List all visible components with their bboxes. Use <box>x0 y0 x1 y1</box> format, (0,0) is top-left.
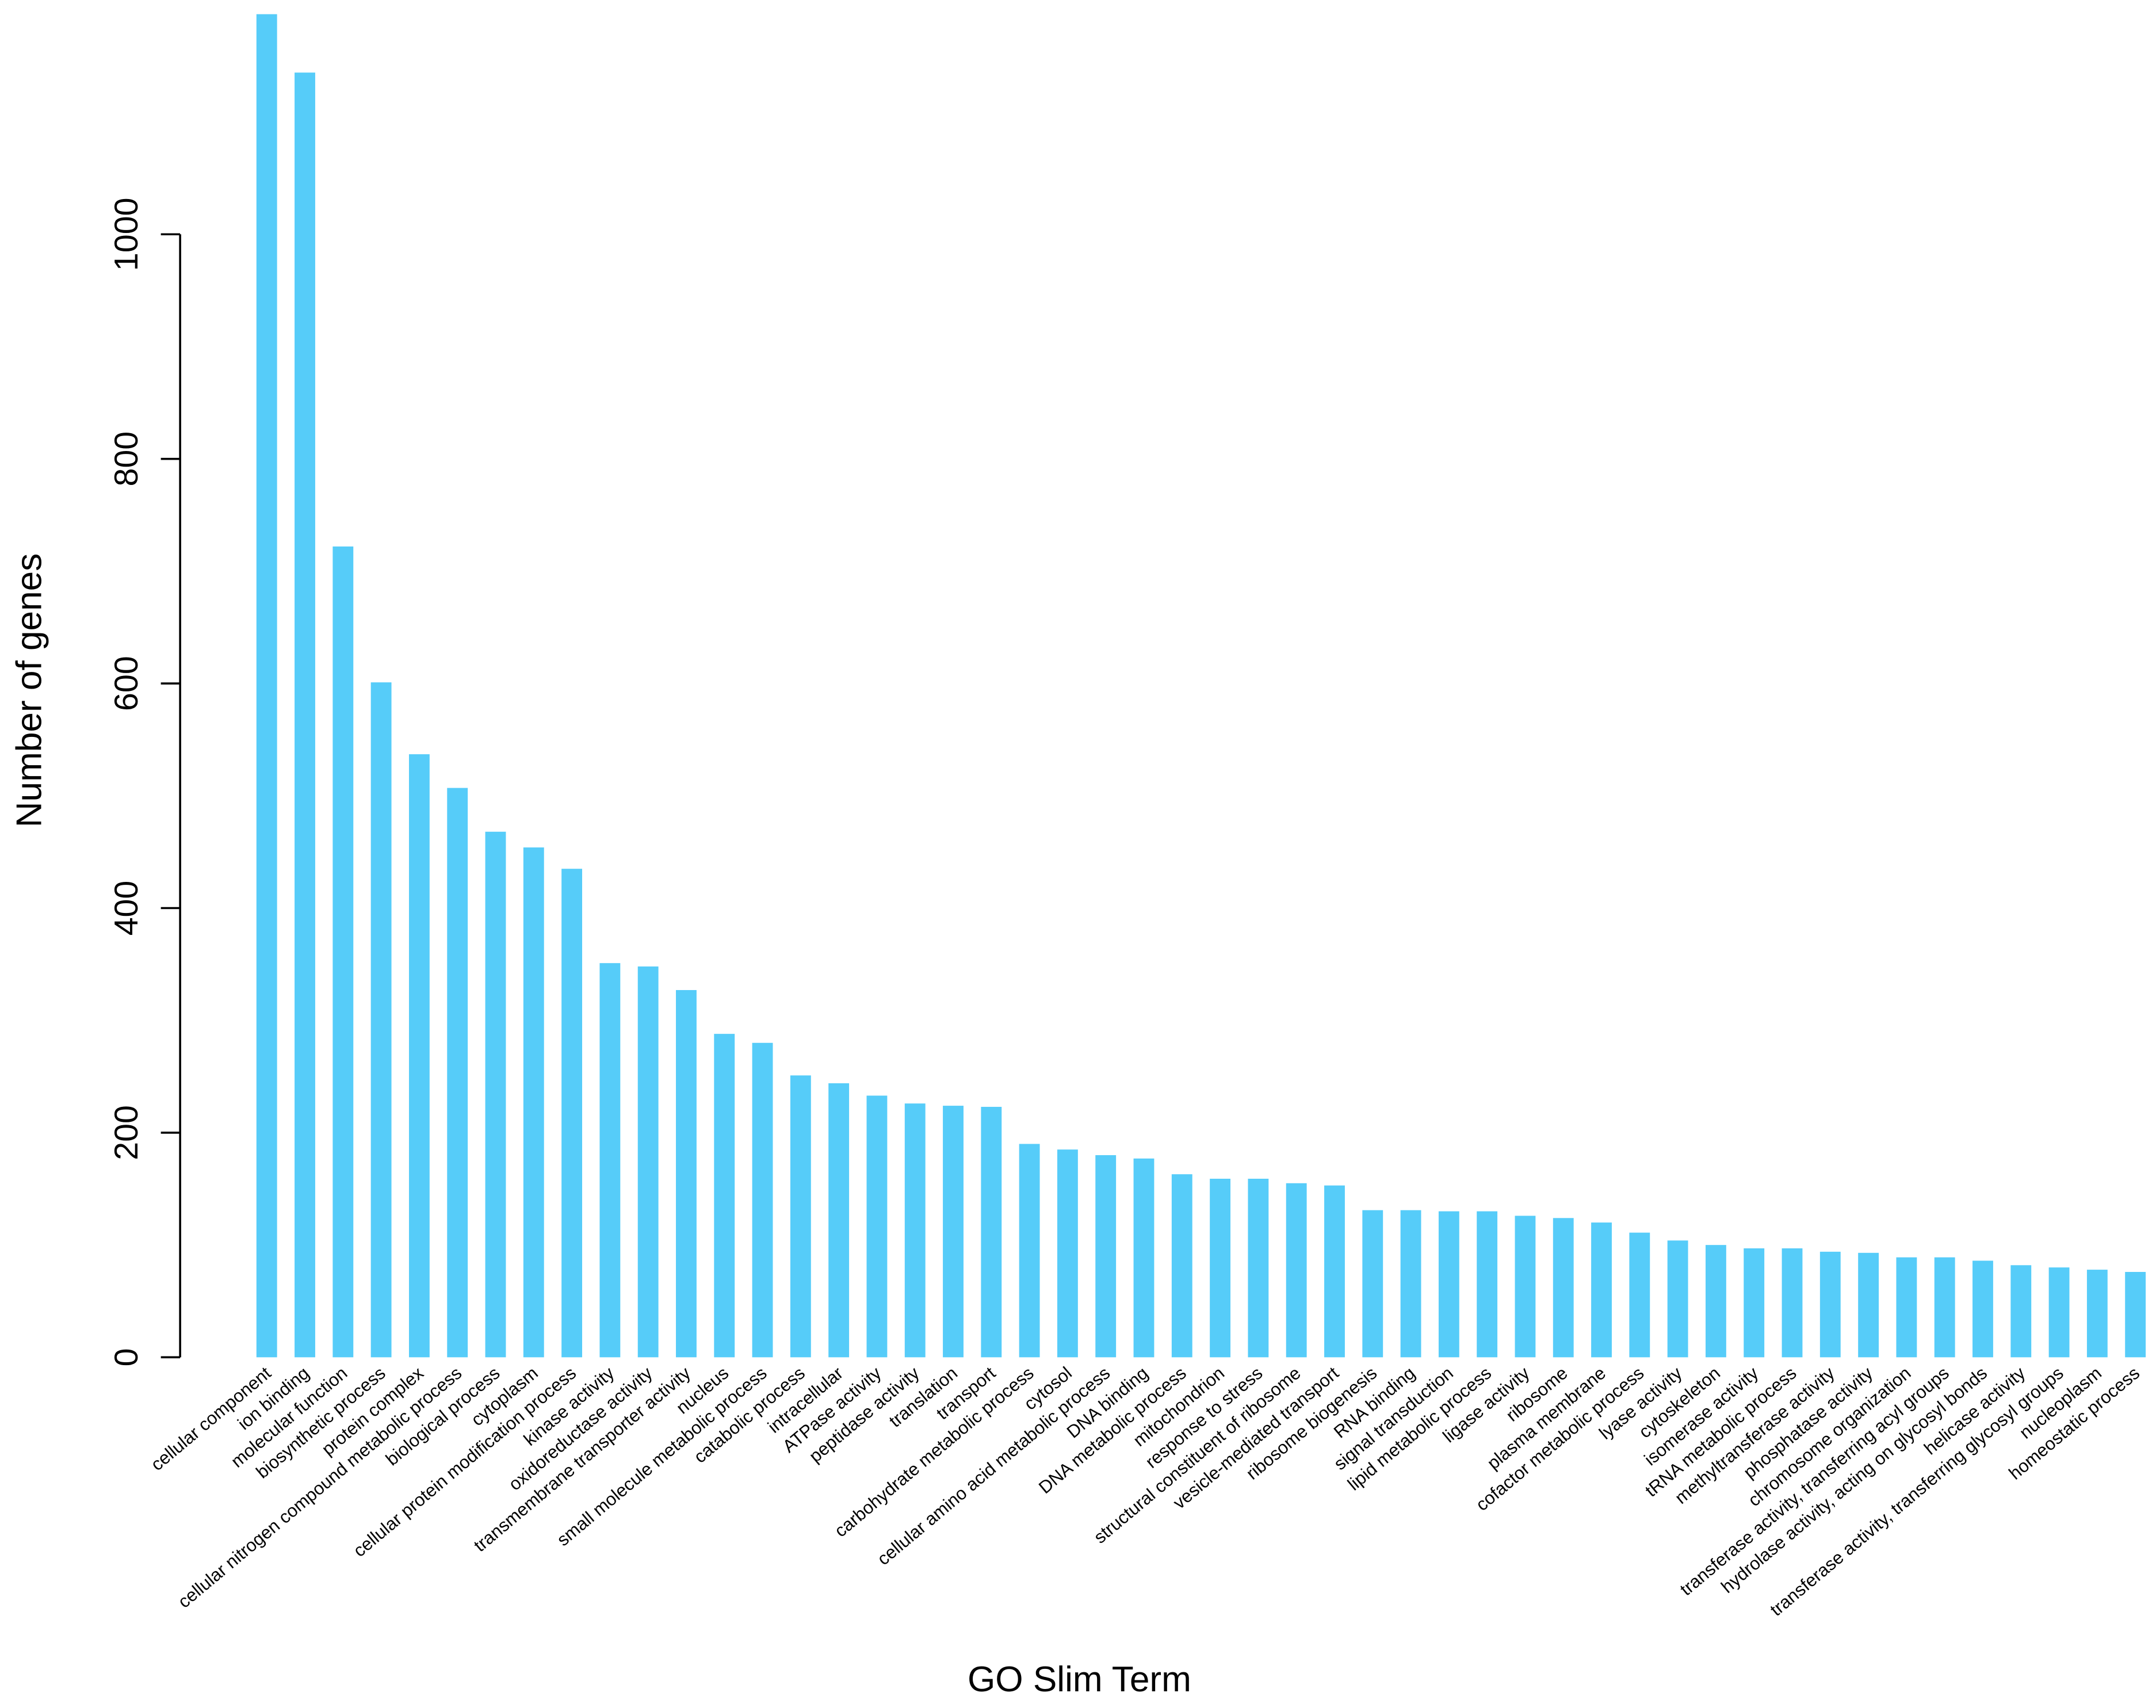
bar <box>1095 1155 1117 1358</box>
bar <box>332 546 354 1358</box>
y-tick-label: 800 <box>108 431 145 487</box>
bar <box>1667 1240 1688 1358</box>
bar <box>1324 1185 1345 1358</box>
bar <box>2086 1270 2108 1358</box>
bar <box>1248 1178 1269 1358</box>
bar <box>637 966 659 1358</box>
bar <box>1934 1257 1955 1358</box>
bar <box>1477 1211 1498 1358</box>
bar <box>256 14 277 1358</box>
bar <box>1553 1218 1574 1358</box>
x-axis-title: GO Slim Term <box>968 1660 1191 1699</box>
bar <box>1362 1210 1383 1358</box>
bar <box>1286 1183 1307 1358</box>
bar <box>981 1107 1002 1358</box>
bar <box>408 754 430 1358</box>
y-tick-label: 400 <box>108 881 145 936</box>
bar <box>1896 1257 1917 1358</box>
bar <box>485 831 506 1358</box>
bar <box>1515 1216 1536 1358</box>
bar <box>1400 1210 1421 1358</box>
bar <box>1705 1245 1726 1358</box>
bar <box>1782 1248 1803 1358</box>
bar <box>2010 1265 2032 1358</box>
bar <box>447 788 468 1358</box>
bar <box>790 1075 811 1358</box>
bar <box>714 1034 735 1358</box>
bar <box>1744 1248 1765 1358</box>
bar <box>1972 1260 1993 1358</box>
bar <box>370 682 392 1358</box>
bar <box>1019 1144 1040 1358</box>
bar <box>1591 1222 1612 1358</box>
bar <box>828 1083 850 1358</box>
bar <box>1133 1158 1155 1358</box>
bar <box>676 990 697 1358</box>
bar <box>561 869 583 1358</box>
y-tick-label: 1000 <box>108 197 145 271</box>
bar <box>2048 1267 2070 1358</box>
y-axis-title: Number of genes <box>10 553 49 828</box>
y-tick-label: 0 <box>108 1348 145 1366</box>
bar <box>1438 1211 1459 1358</box>
bar <box>1171 1174 1192 1358</box>
bar <box>943 1106 964 1358</box>
bar <box>599 963 621 1358</box>
bar <box>2125 1271 2146 1358</box>
bar <box>1629 1232 1650 1358</box>
bar <box>1057 1149 1078 1358</box>
y-tick-label: 600 <box>108 656 145 711</box>
bar <box>904 1103 926 1358</box>
bar <box>752 1042 773 1358</box>
bar <box>295 72 315 1358</box>
bar <box>1210 1178 1231 1358</box>
y-tick-label: 200 <box>108 1105 145 1160</box>
bar <box>1819 1251 1841 1358</box>
bar <box>866 1095 888 1358</box>
bar <box>1858 1252 1879 1358</box>
bar <box>523 847 544 1358</box>
